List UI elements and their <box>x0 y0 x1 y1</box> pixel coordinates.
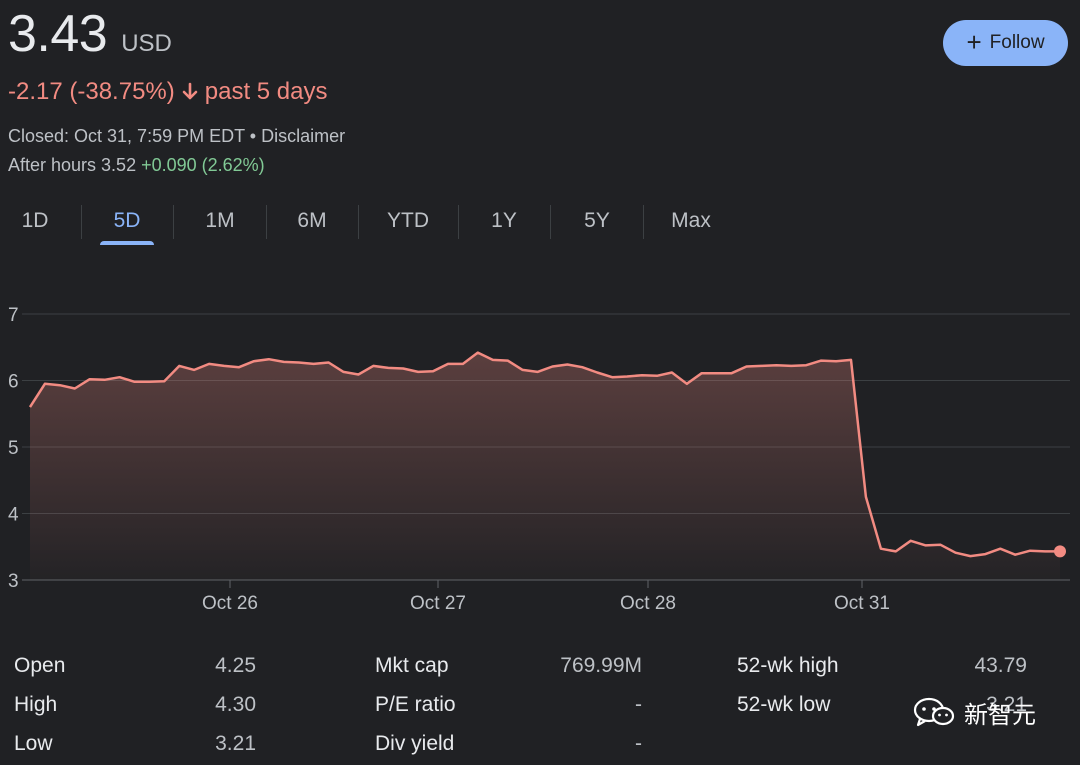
closed-text: Closed: Oct 31, 7:59 PM EDT • Disclaimer <box>8 126 346 146</box>
after-hours-change: +0.090 (2.62%) <box>141 155 265 175</box>
y-tick-label: 7 <box>8 305 19 326</box>
stat-label-low: Low <box>14 732 53 755</box>
tab-label: 6M <box>297 209 327 232</box>
stat-value-52-wk-high: 43.79 <box>974 654 1027 677</box>
stat-label-mkt-cap: Mkt cap <box>375 654 449 677</box>
y-tick-label: 4 <box>8 505 19 526</box>
stat-value-low: 3.21 <box>215 732 256 755</box>
current-price: 3.43 <box>8 5 108 63</box>
x-tick-label: Oct 27 <box>410 593 466 614</box>
price-change: -2.17 (-38.75%) past 5 days <box>8 78 328 106</box>
y-tick-label: 5 <box>8 438 19 459</box>
stat-value-p-e-ratio: - <box>635 693 642 716</box>
tab-divider <box>266 205 267 239</box>
watermark-text: 新智元 <box>964 702 1036 729</box>
tab-5d[interactable]: 5D <box>100 200 154 245</box>
tab-1m[interactable]: 1M <box>195 200 245 245</box>
x-tick-label: Oct 28 <box>620 593 676 614</box>
price-line <box>28 351 1060 558</box>
active-tab-indicator <box>100 241 154 245</box>
tab-divider <box>458 205 459 239</box>
watermark: 新智元 <box>912 695 1036 730</box>
stat-label-52-wk-high: 52-wk high <box>737 654 839 677</box>
stat-label-open: Open <box>14 654 66 677</box>
after-hours-label: After hours 3.52 <box>8 155 137 175</box>
tab-label: 1Y <box>491 209 517 232</box>
price-area-fill <box>30 352 1060 580</box>
stat-value-52-wk-low: 3.21 <box>986 693 1027 716</box>
change-value: -2.17 (-38.75%) <box>8 78 175 105</box>
tab-divider <box>173 205 174 239</box>
wechat-icon <box>913 697 955 726</box>
tab-ytd[interactable]: YTD <box>378 200 438 245</box>
tab-label: 1M <box>205 209 235 232</box>
tab-1d[interactable]: 1D <box>15 200 55 245</box>
currency-label: USD <box>121 30 172 57</box>
stat-label-p-e-ratio: P/E ratio <box>375 693 456 716</box>
follow-button[interactable]: + Follow <box>943 20 1068 66</box>
tab-label: 5D <box>113 209 141 232</box>
tab-label: 5Y <box>584 209 610 232</box>
tab-divider <box>358 205 359 239</box>
plus-icon: + <box>966 26 982 57</box>
tab-1y[interactable]: 1Y <box>484 200 524 245</box>
stat-value-div-yield: - <box>635 732 642 755</box>
stat-label-52-wk-low: 52-wk low <box>737 693 831 716</box>
price-chart[interactable]: 7 6 5 4 3 Oct 26 Oct 27 Oct 28 Oct 31 <box>0 290 1080 620</box>
after-hours: After hours 3.52 +0.090 (2.62%) <box>8 155 265 176</box>
tab-divider <box>550 205 551 239</box>
last-price-dot <box>1054 545 1066 558</box>
stat-label-div-yield: Div yield <box>375 732 455 755</box>
x-tick-label: Oct 26 <box>202 593 258 614</box>
stat-value-high: 4.30 <box>215 693 256 716</box>
price-header: 3.43 USD <box>8 4 172 64</box>
stat-value-mkt-cap: 769.99M <box>560 654 642 677</box>
tab-5y[interactable]: 5Y <box>577 200 617 245</box>
tab-6m[interactable]: 6M <box>289 200 335 245</box>
follow-label: Follow <box>989 32 1045 53</box>
range-tabs: 1D 5D 1M 6M YTD 1Y 5Y Max <box>0 200 740 245</box>
tab-divider <box>643 205 644 239</box>
tab-label: Max <box>671 209 711 232</box>
change-period: past 5 days <box>204 78 328 105</box>
tab-label: 1D <box>21 209 49 232</box>
stat-value-open: 4.25 <box>215 654 256 677</box>
stat-label-high: High <box>14 693 58 716</box>
arrow-down-icon <box>182 82 198 100</box>
y-tick-label: 6 <box>8 372 19 393</box>
x-tick-label: Oct 31 <box>834 593 890 614</box>
y-tick-label: 3 <box>8 571 19 592</box>
tab-divider <box>81 205 82 239</box>
tab-label: YTD <box>387 209 429 232</box>
tab-max[interactable]: Max <box>661 200 721 245</box>
